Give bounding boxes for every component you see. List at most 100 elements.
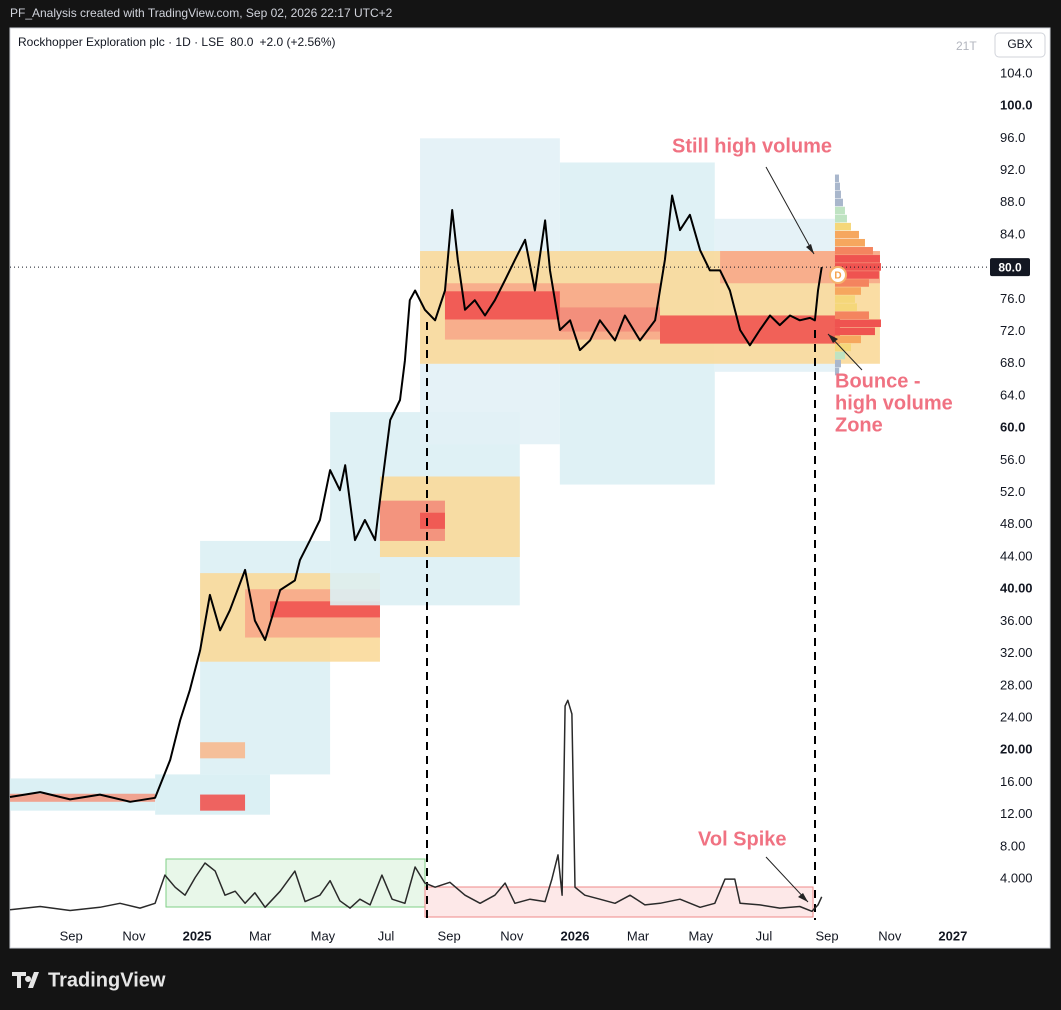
arrow [765, 166, 815, 255]
y-tick-label: 4.000 [1000, 871, 1033, 886]
x-tick-label: Jul [378, 928, 395, 943]
profile-bar [834, 287, 861, 295]
y-tick-label: 28.00 [1000, 677, 1033, 692]
annotation: high volume [835, 392, 953, 414]
profile-bar [834, 230, 859, 239]
profile-bar [834, 206, 845, 215]
arrow-head [798, 893, 808, 902]
heat-zone [559, 307, 660, 332]
y-tick-label: 88.0 [1000, 194, 1025, 209]
profile-bar [834, 198, 843, 207]
y-tick-label: 44.00 [1000, 548, 1033, 563]
profile-layer [834, 174, 881, 376]
profile-bar [834, 311, 869, 319]
last-price-tag [990, 258, 1030, 277]
x-tick-label: Nov [122, 928, 146, 943]
x-tick-label: Sep [60, 928, 83, 943]
interval-badge: 21T [956, 39, 977, 53]
profile-bar [834, 222, 851, 231]
y-tick-label: 64.0 [1000, 387, 1025, 402]
last-price-label: 80.0 [998, 260, 1022, 274]
y-tick-label: 60.0 [1000, 420, 1025, 435]
profile-bar [834, 303, 857, 311]
x-tick-label: Mar [249, 928, 272, 943]
heat-zone [200, 794, 246, 811]
profile-bar [834, 367, 839, 376]
y-tick-label: 36.00 [1000, 613, 1033, 628]
y-tick-label: 40.00 [1000, 581, 1033, 596]
profile-bar [834, 351, 845, 360]
y-tick-label: 96.0 [1000, 130, 1025, 145]
y-tick-label: 8.00 [1000, 838, 1025, 853]
profile-bar [834, 238, 865, 247]
arrow [765, 856, 809, 903]
annotation: Zone [835, 414, 883, 436]
logo-mark [12, 972, 39, 988]
header: PF_Analysis created with TradingView.com… [10, 6, 393, 20]
y-tick-label: 92.0 [1000, 162, 1025, 177]
y-tick-label: 20.00 [1000, 742, 1033, 757]
profile-bar [834, 319, 881, 328]
arrow-head [828, 334, 838, 343]
x-tick-label: 2025 [183, 928, 212, 943]
x-tick-label: May [689, 928, 714, 943]
dividend-letter: D [834, 271, 841, 282]
x-tick-label: Nov [878, 928, 902, 943]
profile-bar [834, 343, 851, 352]
profile-bar [834, 255, 880, 263]
profile-bar [834, 335, 861, 344]
y-tick-label: 52.0 [1000, 484, 1025, 499]
series-layer [9, 194, 823, 913]
annotation: Vol Spike [698, 828, 787, 850]
y-tick-label: 84.0 [1000, 226, 1025, 241]
y-tick-label: 56.0 [1000, 452, 1025, 467]
green-range-box [165, 858, 426, 908]
profile-bar [834, 279, 869, 287]
arrow-head [806, 244, 814, 254]
profile-bar [834, 327, 875, 336]
y-tick-label: 72.0 [1000, 323, 1025, 338]
annotation: Still high volume [672, 135, 832, 157]
axes-layer: 104.0 100.0 96.0 92.0 88.0 84.0 76.0 72.0 68.0 64… [10, 65, 1033, 943]
annotation: Bounce - [835, 370, 921, 392]
y-tick-label: 100.0 [1000, 98, 1033, 113]
profile-bar [834, 174, 839, 183]
x-tick-label: 2027 [938, 928, 967, 943]
x-tick-label: 2026 [561, 928, 590, 943]
y-tick-label: 24.00 [1000, 709, 1033, 724]
y-tick-label: 48.00 [1000, 516, 1033, 531]
profile-bar [834, 190, 841, 199]
y-tick-label: 76.0 [1000, 291, 1025, 306]
x-tick-label: Mar [627, 928, 650, 943]
y-tick-label: 12.00 [1000, 806, 1033, 821]
currency-button[interactable] [994, 32, 1046, 58]
heat-zone [200, 742, 246, 759]
profile-bar [834, 182, 840, 191]
profile-bar [834, 271, 879, 279]
profile-bar [834, 359, 841, 368]
y-tick-label: 16.00 [1000, 774, 1033, 789]
profile-bar [834, 247, 873, 255]
series-line [9, 699, 823, 913]
profile-bar [834, 263, 881, 271]
x-tick-label: Sep [815, 928, 838, 943]
x-tick-label: Sep [438, 928, 461, 943]
change-text: +2.0 (+2.56%) [259, 35, 335, 49]
profile-bar [834, 295, 855, 303]
x-tick-label: Nov [500, 928, 524, 943]
legend: Rockhopper Exploration plc · 1D · LSE 80.… [18, 35, 336, 49]
price-text: 80.0 [230, 35, 254, 49]
heatmap-layer [10, 138, 880, 815]
x-tick-label: May [311, 928, 336, 943]
x-tick-label: Jul [756, 928, 773, 943]
dividend-marker [829, 266, 847, 284]
heat-zone [660, 315, 840, 344]
y-tick-label: 32.00 [1000, 645, 1033, 660]
y-tick-label: 104.0 [1000, 65, 1033, 80]
profile-bar [834, 214, 847, 223]
currency-label[interactable]: GBX [1007, 37, 1032, 51]
symbol-title: Rockhopper Exploration plc · 1D · LSE [18, 35, 224, 49]
y-tick-label: 68.0 [1000, 355, 1025, 370]
